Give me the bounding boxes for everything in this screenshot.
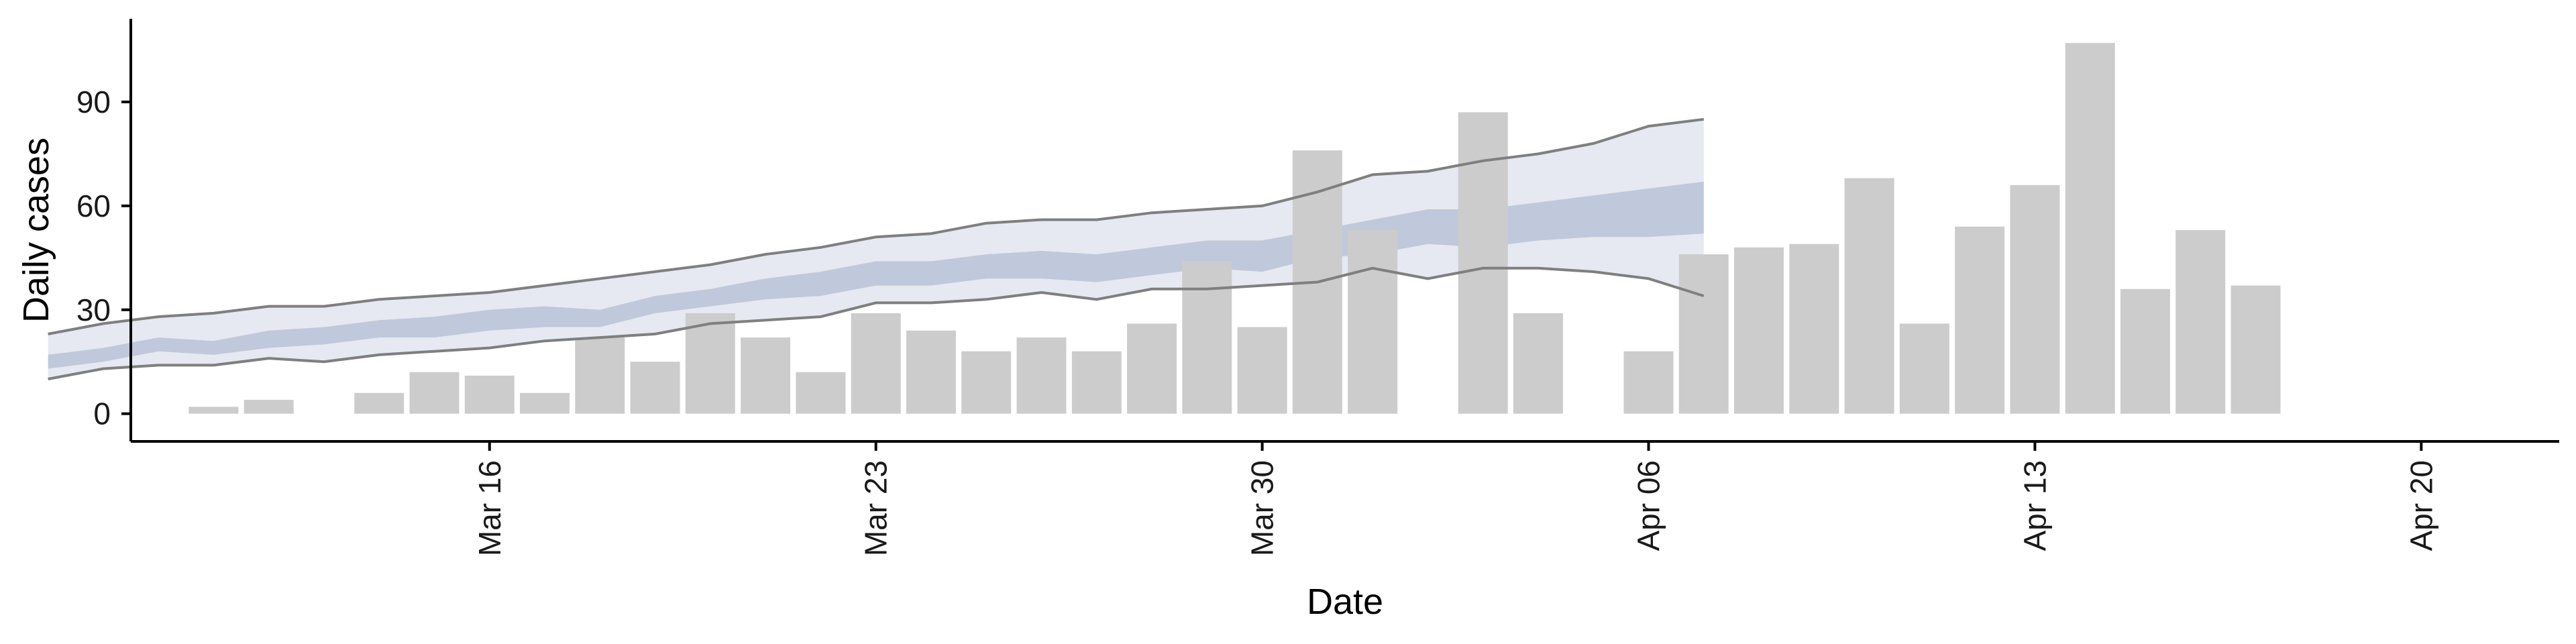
x-tick-label: Mar 23 [859, 460, 894, 556]
upper-bound-line [48, 117, 1705, 335]
bar-2020-03-29 [1182, 261, 1232, 414]
x-tick-label: Apr 06 [1631, 460, 1666, 551]
bar-2020-03-16 [464, 375, 515, 414]
bar-2020-03-21 [741, 337, 791, 414]
y-tick-label: 0 [93, 396, 111, 431]
x-tick-label: Mar 16 [472, 460, 507, 556]
bar-2020-04-08 [1734, 247, 1784, 414]
bar-2020-03-30 [1237, 327, 1287, 414]
bar-2020-03-23 [851, 313, 901, 414]
x-tick-label: Apr 20 [2404, 460, 2438, 551]
bar-2020-03-12 [244, 400, 294, 414]
y-axis-title: Daily cases [16, 138, 56, 323]
bar-2020-04-13 [2010, 184, 2060, 414]
prediction-interval-layer [48, 119, 1704, 380]
bar-2020-04-15 [2120, 288, 2170, 414]
bar-2020-04-04 [1513, 313, 1563, 414]
lower-bound-line [48, 266, 1705, 380]
y-tick-label: 60 [76, 189, 111, 223]
x-tick-label: Mar 30 [1245, 460, 1280, 556]
bar-2020-03-11 [189, 407, 239, 414]
bar-2020-04-17 [2231, 285, 2281, 414]
y-tick-label: 90 [76, 85, 111, 119]
interval-boundary-lines [48, 117, 1705, 380]
bar-2020-04-11 [1899, 323, 1949, 414]
bar-2020-04-07 [1678, 254, 1729, 414]
bar-2020-03-22 [796, 372, 846, 414]
bar-2020-03-19 [630, 362, 680, 414]
inner-interval-band [48, 181, 1704, 369]
bar-2020-04-14 [2065, 43, 2115, 414]
bar-2020-03-26 [1016, 337, 1067, 414]
bar-2020-03-15 [409, 372, 460, 414]
bar-2020-04-16 [2176, 230, 2226, 414]
bar-2020-04-01 [1348, 230, 1398, 414]
bar-2020-04-03 [1458, 112, 1508, 414]
axes [129, 19, 2559, 443]
bar-2020-03-20 [685, 313, 735, 414]
bar-2020-03-28 [1127, 323, 1177, 414]
bar-2020-03-25 [961, 351, 1012, 414]
y-tick-label: 30 [76, 292, 111, 327]
bar-2020-04-10 [1844, 178, 1894, 414]
bar-2020-03-17 [520, 392, 570, 414]
bar-2020-04-09 [1789, 244, 1839, 414]
bar-2020-04-06 [1623, 351, 1674, 414]
bar-2020-03-18 [575, 337, 625, 414]
axis-ticks: 0 30 60 90 Mar 16 Mar 23 Mar 30 Apr 06 Apr 13 Apr… [76, 85, 2438, 556]
x-tick-label: Apr 13 [2017, 460, 2052, 551]
bar-2020-03-14 [354, 392, 405, 414]
x-axis-title: Date [1307, 582, 1383, 622]
bar-2020-03-24 [906, 330, 956, 414]
bar-2020-04-12 [1955, 226, 2005, 414]
bar-2020-03-27 [1071, 351, 1122, 414]
